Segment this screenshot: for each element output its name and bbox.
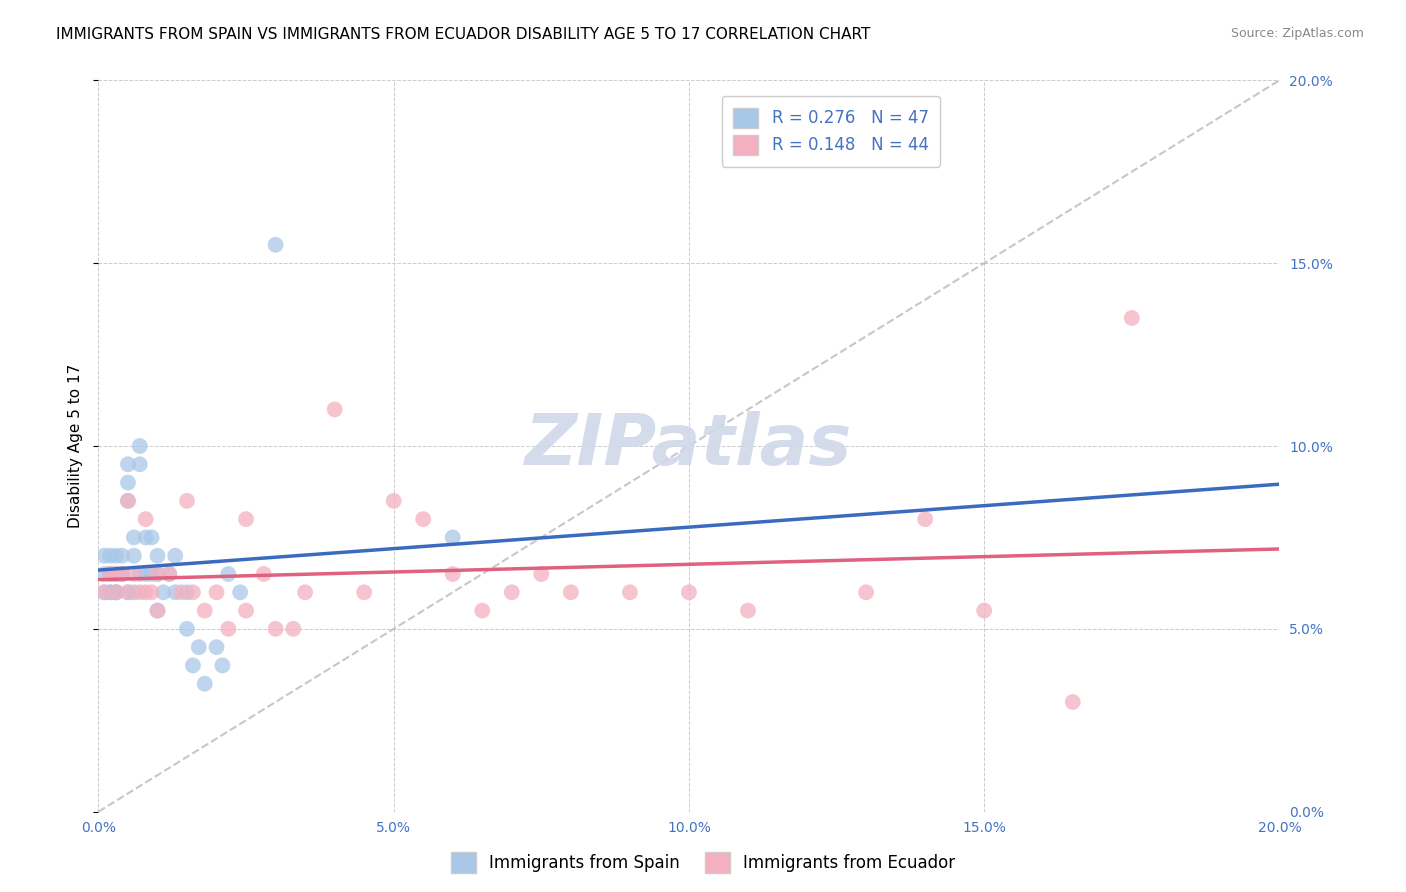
Point <box>117 585 139 599</box>
Point <box>141 530 163 544</box>
Point <box>105 585 128 599</box>
Point <box>98 585 121 599</box>
Point <box>105 585 128 599</box>
Point <box>187 640 209 655</box>
Point <box>1062 695 1084 709</box>
Point <box>217 622 239 636</box>
Point <box>294 585 316 599</box>
Point <box>194 676 217 690</box>
Point <box>471 603 494 617</box>
Point <box>111 567 134 582</box>
Point <box>501 585 523 599</box>
Point <box>98 567 121 582</box>
Point <box>117 457 139 471</box>
Point <box>93 549 115 563</box>
Point <box>264 238 287 252</box>
Point <box>253 567 276 582</box>
Point <box>323 402 346 417</box>
Point <box>678 585 700 599</box>
Point <box>283 622 305 636</box>
Point <box>128 585 150 599</box>
Point <box>181 585 204 599</box>
Text: Source: ZipAtlas.com: Source: ZipAtlas.com <box>1230 27 1364 40</box>
Y-axis label: Disability Age 5 to 17: Disability Age 5 to 17 <box>67 364 83 528</box>
Point <box>122 585 145 599</box>
Point <box>1121 310 1143 325</box>
Text: IMMIGRANTS FROM SPAIN VS IMMIGRANTS FROM ECUADOR DISABILITY AGE 5 TO 17 CORRELAT: IMMIGRANTS FROM SPAIN VS IMMIGRANTS FROM… <box>56 27 870 42</box>
Point <box>211 658 233 673</box>
Point <box>117 494 139 508</box>
Legend: R = 0.276   N = 47, R = 0.148   N = 44: R = 0.276 N = 47, R = 0.148 N = 44 <box>721 96 941 167</box>
Point <box>412 512 434 526</box>
Point <box>914 512 936 526</box>
Point <box>264 622 287 636</box>
Point <box>176 494 198 508</box>
Point <box>176 622 198 636</box>
Point <box>111 567 134 582</box>
Point <box>353 585 375 599</box>
Point <box>135 530 157 544</box>
Point <box>176 585 198 599</box>
Point <box>855 585 877 599</box>
Point <box>217 567 239 582</box>
Point <box>135 585 157 599</box>
Point <box>205 640 228 655</box>
Point <box>205 585 228 599</box>
Point <box>105 585 128 599</box>
Point <box>128 457 150 471</box>
Point <box>146 603 169 617</box>
Point <box>141 585 163 599</box>
Point <box>122 530 145 544</box>
Point <box>105 567 128 582</box>
Point <box>157 567 180 582</box>
Point <box>98 549 121 563</box>
Point <box>111 549 134 563</box>
Point <box>93 585 115 599</box>
Text: ZIPatlas: ZIPatlas <box>526 411 852 481</box>
Point <box>105 567 128 582</box>
Point <box>619 585 641 599</box>
Point <box>93 585 115 599</box>
Point <box>117 494 139 508</box>
Point <box>181 658 204 673</box>
Point <box>146 567 169 582</box>
Point <box>235 603 257 617</box>
Point <box>165 585 187 599</box>
Point <box>117 475 139 490</box>
Point <box>165 549 187 563</box>
Point <box>235 512 257 526</box>
Point <box>441 530 464 544</box>
Point <box>530 567 553 582</box>
Point <box>157 567 180 582</box>
Point <box>441 567 464 582</box>
Point <box>229 585 252 599</box>
Point <box>170 585 193 599</box>
Point <box>737 603 759 617</box>
Point <box>135 512 157 526</box>
Legend: Immigrants from Spain, Immigrants from Ecuador: Immigrants from Spain, Immigrants from E… <box>444 846 962 880</box>
Point <box>128 567 150 582</box>
Point <box>141 567 163 582</box>
Point <box>122 549 145 563</box>
Point <box>98 585 121 599</box>
Point <box>135 567 157 582</box>
Point <box>105 567 128 582</box>
Point <box>973 603 995 617</box>
Point <box>146 567 169 582</box>
Point <box>382 494 405 508</box>
Point <box>105 549 128 563</box>
Point <box>560 585 582 599</box>
Point <box>194 603 217 617</box>
Point <box>146 549 169 563</box>
Point <box>111 567 134 582</box>
Point <box>117 585 139 599</box>
Point <box>98 567 121 582</box>
Point <box>146 603 169 617</box>
Point <box>152 585 174 599</box>
Point <box>93 567 115 582</box>
Point <box>122 567 145 582</box>
Point <box>128 439 150 453</box>
